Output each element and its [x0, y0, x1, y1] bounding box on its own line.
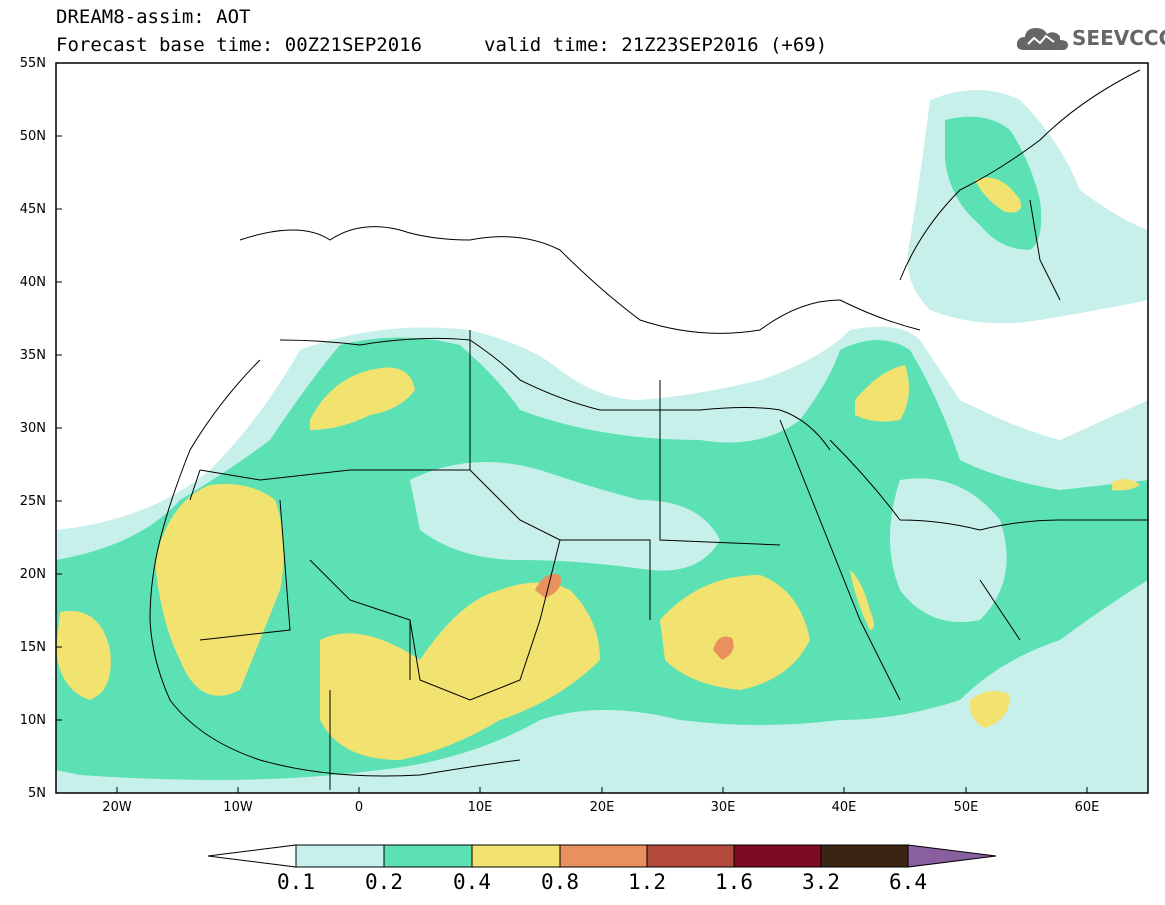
- lat-label: 55N: [19, 56, 46, 71]
- colorbar-label: 6.4: [889, 870, 927, 894]
- map-title: DREAM8-assim: AOT: [56, 6, 251, 28]
- lat-label: 10N: [19, 713, 46, 728]
- lon-label: 60E: [1074, 800, 1100, 815]
- colorbar-swatch-3.2: [820, 844, 909, 868]
- lon-label: 20E: [589, 800, 615, 815]
- aot-level-0.4-gulf: [1112, 479, 1140, 491]
- aot-level-0.4-algeria: [310, 367, 415, 430]
- lat-label: 45N: [19, 202, 46, 217]
- aot-low-patch: [410, 462, 720, 571]
- lat-label: 25N: [19, 494, 46, 509]
- colorbar-label: 0.4: [453, 870, 491, 894]
- colorbar-label: 1.6: [715, 870, 753, 894]
- colorbar-max-arrow: [907, 844, 997, 868]
- colorbar-label: 3.2: [802, 870, 840, 894]
- colorbar-swatch-0.1: [295, 844, 385, 868]
- colorbar-swatch-0.4: [471, 844, 561, 868]
- aot-low-patch-arabia: [890, 478, 1007, 622]
- aot-level-0.4-sahel: [320, 582, 600, 760]
- lon-label: 20W: [102, 800, 132, 815]
- lat-label: 15N: [19, 640, 46, 655]
- colorbar-swatch-0.8: [559, 844, 648, 868]
- colorbar: [207, 844, 997, 868]
- colorbar-label: 0.1: [277, 870, 315, 894]
- logo-text: SEEVCCC: [1072, 26, 1165, 50]
- colorbar-min-arrow: [207, 844, 297, 868]
- seevccc-logo: SEEVCCC: [1016, 24, 1165, 54]
- colorbar-label: 0.8: [541, 870, 579, 894]
- valid-time: valid time: 21Z23SEP2016 (+69): [484, 34, 828, 56]
- colorbar-swatch-1.2: [646, 844, 735, 868]
- aot-level-0.4-sudan: [660, 575, 810, 690]
- cloud-icon: [1016, 28, 1068, 50]
- colorbar-swatch-0.2: [383, 844, 473, 868]
- lat-label: 5N: [28, 786, 46, 801]
- aot-level-0.4-west: [155, 484, 284, 696]
- lon-label: 0: [354, 800, 364, 815]
- colorbar-swatch-1.6: [733, 844, 822, 868]
- lon-label: 10W: [223, 800, 253, 815]
- lon-label: 40E: [831, 800, 857, 815]
- lat-label: 35N: [19, 348, 46, 363]
- aot-level-0.4-caspian: [975, 177, 1021, 213]
- aot-level-0.8-sudan: [713, 636, 734, 660]
- forecast-base-time: Forecast base time: 00Z21SEP2016: [56, 34, 423, 56]
- aot-level-0.4-somalia: [969, 691, 1010, 728]
- aot-level-0.4-iraq: [855, 365, 909, 422]
- lat-label: 30N: [19, 421, 46, 436]
- lat-label: 40N: [19, 275, 46, 290]
- axis-ticks: [56, 62, 1088, 794]
- coastlines: [149, 69, 1148, 790]
- lon-label: 30E: [710, 800, 736, 815]
- colorbar-label: 0.2: [365, 870, 403, 894]
- lon-label: 10E: [467, 800, 493, 815]
- aot-level-0.4-redsea: [850, 570, 874, 630]
- colorbar-label: 1.2: [628, 870, 666, 894]
- lon-label: 50E: [953, 800, 979, 815]
- lat-label: 20N: [19, 567, 46, 582]
- aot-field: [56, 90, 1148, 793]
- aot-level-0.4-west-coast: [56, 611, 111, 700]
- lat-label: 50N: [19, 129, 46, 144]
